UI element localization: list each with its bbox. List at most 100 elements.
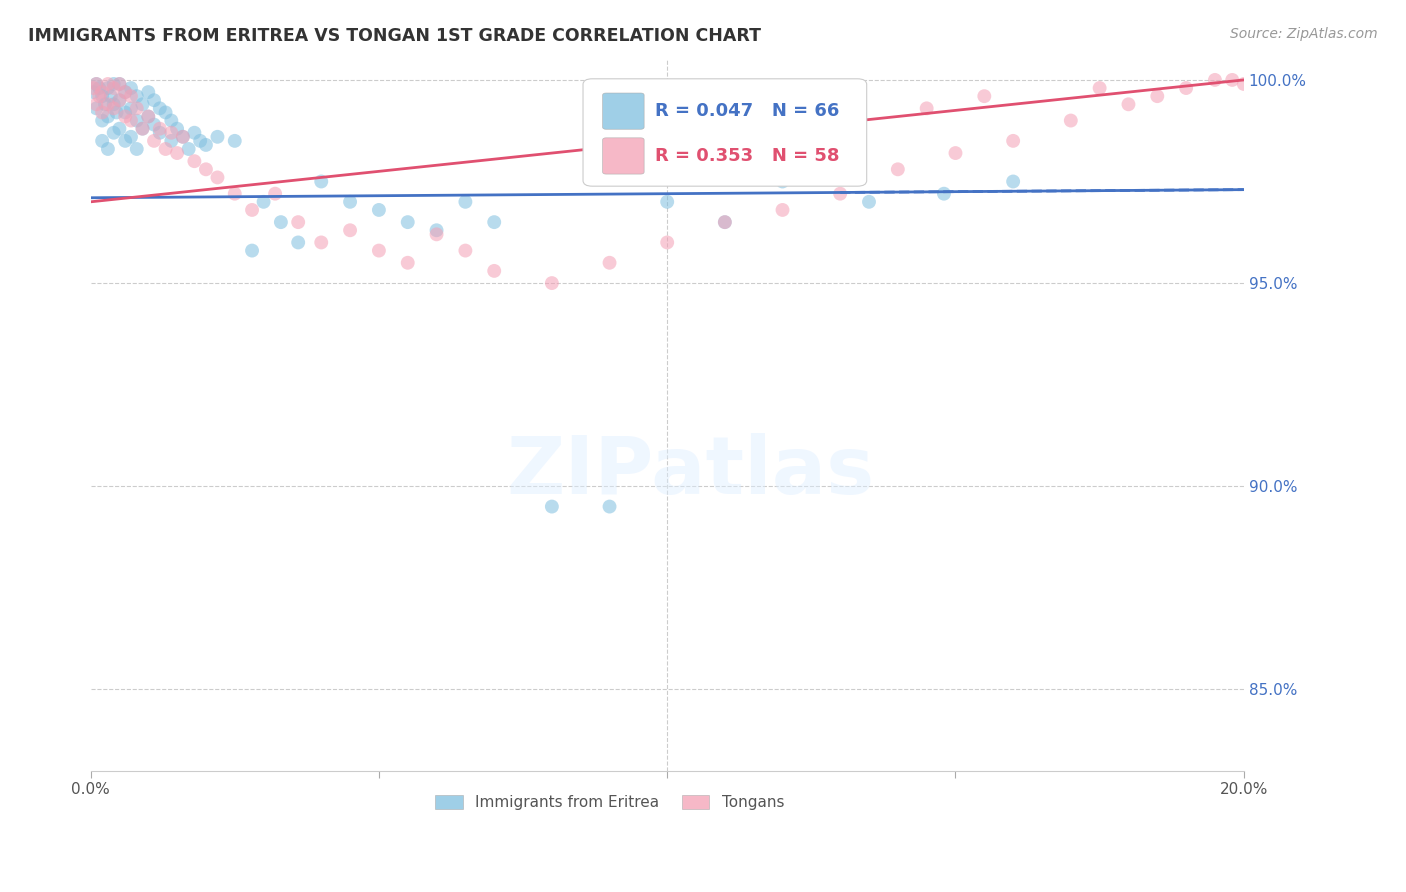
Point [143, 118, 166, 132]
Point [1088, 81, 1111, 95]
Text: ZIPatlas: ZIPatlas [506, 433, 875, 511]
Point [172, 129, 194, 144]
Point [108, 121, 131, 136]
Text: IMMIGRANTS FROM ERITREA VS TONGAN 1ST GRADE CORRELATION CHART: IMMIGRANTS FROM ERITREA VS TONGAN 1ST GR… [28, 27, 761, 45]
Text: R = 0.353   N = 58: R = 0.353 N = 58 [655, 147, 839, 165]
Point [120, 113, 142, 128]
Point [599, 500, 621, 514]
Point [973, 89, 995, 103]
Point [599, 256, 621, 270]
Point [1060, 113, 1083, 128]
Point [772, 174, 794, 188]
Point [149, 126, 172, 140]
Point [120, 81, 142, 95]
Point [166, 146, 188, 161]
Point [114, 85, 136, 99]
Point [149, 101, 172, 115]
Point [1220, 73, 1243, 87]
Point [183, 126, 205, 140]
Point [94, 97, 117, 112]
Point [131, 121, 153, 136]
Point [143, 93, 166, 107]
Point [224, 186, 246, 201]
Point [103, 81, 125, 95]
Point [125, 89, 148, 103]
Text: R = 0.047   N = 66: R = 0.047 N = 66 [655, 103, 839, 120]
Point [194, 137, 217, 152]
Point [858, 194, 880, 209]
Point [136, 85, 159, 99]
Point [103, 101, 125, 115]
Point [830, 186, 852, 201]
Point [97, 97, 120, 112]
Point [454, 194, 477, 209]
Point [207, 170, 229, 185]
Point [103, 77, 125, 91]
Point [89, 89, 111, 103]
Point [454, 244, 477, 258]
Point [82, 81, 104, 95]
Point [541, 500, 564, 514]
Point [224, 134, 246, 148]
Point [114, 134, 136, 148]
Point [541, 276, 564, 290]
Point [97, 142, 120, 156]
Point [149, 121, 172, 136]
Point [114, 110, 136, 124]
Point [945, 146, 967, 161]
Point [91, 113, 114, 128]
Point [125, 113, 148, 128]
Point [143, 134, 166, 148]
Point [86, 77, 108, 91]
Point [160, 113, 183, 128]
Point [309, 174, 332, 188]
Point [1175, 81, 1198, 95]
Point [160, 126, 183, 140]
Point [89, 81, 111, 95]
Point [339, 223, 361, 237]
Point [1118, 97, 1140, 112]
Point [120, 129, 142, 144]
Point [91, 89, 114, 103]
FancyBboxPatch shape [603, 138, 644, 174]
FancyBboxPatch shape [603, 93, 644, 129]
Point [287, 235, 309, 250]
Point [270, 215, 292, 229]
Point [367, 202, 389, 217]
Point [97, 110, 120, 124]
Point [240, 244, 263, 258]
Point [339, 194, 361, 209]
Point [188, 134, 211, 148]
Point [287, 215, 309, 229]
Point [125, 101, 148, 115]
Point [177, 142, 200, 156]
Point [166, 121, 188, 136]
Point [1002, 174, 1025, 188]
Point [108, 77, 131, 91]
Point [657, 235, 679, 250]
Point [120, 89, 142, 103]
Point [91, 134, 114, 148]
Point [114, 85, 136, 99]
Point [172, 129, 194, 144]
FancyBboxPatch shape [583, 78, 866, 186]
Point [91, 85, 114, 99]
Point [108, 93, 131, 107]
Point [125, 142, 148, 156]
Point [100, 89, 122, 103]
Point [367, 244, 389, 258]
Point [155, 142, 177, 156]
Point [131, 121, 153, 136]
Point [86, 101, 108, 115]
Text: Source: ZipAtlas.com: Source: ZipAtlas.com [1230, 27, 1378, 41]
Point [120, 101, 142, 115]
Point [114, 105, 136, 120]
Point [252, 194, 274, 209]
Point [484, 215, 506, 229]
Point [160, 134, 183, 148]
Point [86, 97, 108, 112]
Point [1146, 89, 1168, 103]
Point [91, 105, 114, 120]
Point [887, 162, 910, 177]
Point [131, 97, 153, 112]
